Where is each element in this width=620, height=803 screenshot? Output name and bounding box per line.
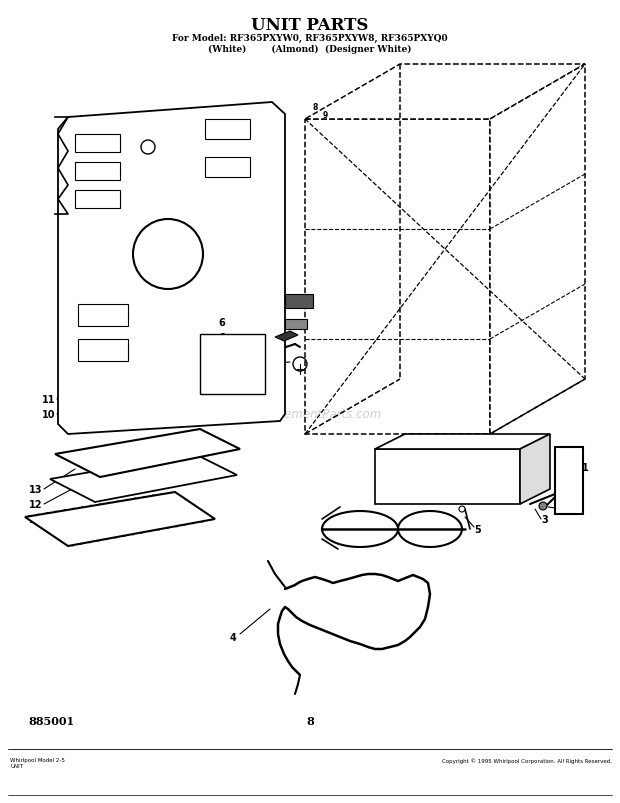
- Bar: [285, 320, 307, 329]
- Circle shape: [539, 503, 547, 511]
- FancyBboxPatch shape: [78, 340, 128, 361]
- Text: UNIT PARTS: UNIT PARTS: [251, 17, 369, 34]
- Text: 11: 11: [42, 394, 55, 405]
- FancyBboxPatch shape: [205, 120, 250, 140]
- Text: 12: 12: [29, 499, 42, 509]
- Text: eReplacementParts.com: eReplacementParts.com: [238, 408, 382, 421]
- Polygon shape: [275, 332, 298, 341]
- Text: 8: 8: [312, 103, 317, 112]
- Text: (White)        (Almond)  (Designer White): (White) (Almond) (Designer White): [208, 44, 412, 54]
- Polygon shape: [50, 454, 237, 503]
- Text: 10: 10: [42, 410, 55, 419]
- Text: UNIT: UNIT: [10, 763, 23, 768]
- Bar: [200, 335, 265, 394]
- Text: Copyright © 1995 Whirlpool Corporation. All Rights Reserved.: Copyright © 1995 Whirlpool Corporation. …: [442, 757, 612, 763]
- FancyBboxPatch shape: [205, 158, 250, 177]
- Polygon shape: [25, 492, 215, 546]
- Text: 16: 16: [208, 361, 222, 372]
- Text: 14: 14: [29, 515, 42, 524]
- Polygon shape: [520, 434, 550, 504]
- Text: 4: 4: [229, 632, 236, 642]
- Text: 2: 2: [565, 504, 572, 515]
- Text: 1: 1: [582, 463, 588, 472]
- FancyBboxPatch shape: [75, 163, 120, 181]
- Text: 885001: 885001: [28, 715, 74, 727]
- FancyBboxPatch shape: [78, 304, 128, 327]
- Polygon shape: [375, 434, 550, 450]
- FancyBboxPatch shape: [75, 191, 120, 209]
- Text: 7: 7: [218, 347, 225, 357]
- Circle shape: [459, 507, 465, 512]
- Polygon shape: [375, 450, 520, 504]
- Polygon shape: [305, 65, 585, 120]
- Text: 9: 9: [322, 111, 327, 120]
- Polygon shape: [58, 103, 285, 434]
- Text: Whirlpool Model 2-5: Whirlpool Model 2-5: [10, 757, 65, 762]
- Text: 3: 3: [542, 515, 548, 524]
- Text: 6: 6: [218, 332, 225, 343]
- Text: 5: 5: [475, 524, 481, 534]
- Text: 8: 8: [306, 715, 314, 727]
- Polygon shape: [555, 447, 583, 515]
- Polygon shape: [490, 65, 585, 434]
- FancyBboxPatch shape: [75, 135, 120, 153]
- Text: 13: 13: [29, 484, 42, 495]
- Text: For Model: RF365PXYW0, RF365PXYW8, RF365PXYQ0: For Model: RF365PXYW0, RF365PXYW8, RF365…: [172, 34, 448, 43]
- Text: 6: 6: [218, 318, 225, 328]
- Polygon shape: [55, 430, 240, 478]
- Bar: [285, 295, 313, 308]
